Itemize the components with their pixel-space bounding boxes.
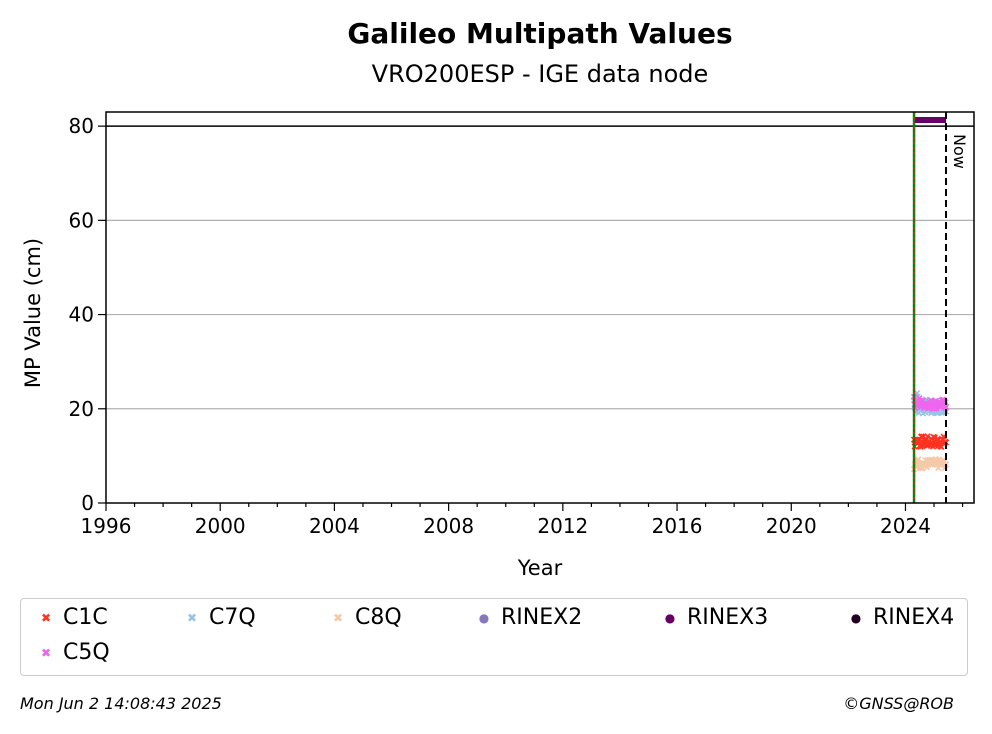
- x-tick-label: 2024: [880, 514, 931, 538]
- legend-label: C1C: [63, 605, 108, 630]
- chart-title: Galileo Multipath Values: [347, 17, 732, 50]
- data-point-c5q: [928, 397, 935, 404]
- x-tick-label: 2000: [195, 514, 246, 538]
- legend-item-rinex4: ● RINEX4: [845, 605, 954, 630]
- data-point-c1c: [924, 433, 931, 440]
- x-marker-icon: ✖: [40, 645, 52, 660]
- y-tick-label: 80: [69, 114, 94, 138]
- x-marker-icon: ✖: [332, 610, 344, 625]
- x-axis-label: Year: [517, 556, 563, 580]
- dot-marker-icon: ●: [850, 610, 862, 625]
- now-label: Now: [950, 134, 969, 169]
- legend-item-rinex3: ● RINEX3: [659, 605, 768, 630]
- legend-label: C7Q: [209, 605, 256, 630]
- timestamp: Mon Jun 2 14:08:43 2025: [20, 694, 222, 713]
- legend-item-c8q: ✖ C8Q: [327, 605, 402, 630]
- credit: ©GNSS@ROB: [843, 694, 954, 713]
- legend-label: RINEX3: [687, 605, 769, 630]
- x-marker-icon: ✖: [40, 610, 52, 625]
- legend-label: RINEX4: [873, 605, 955, 630]
- legend-item-c5q: ✖ C5Q: [35, 640, 110, 665]
- dot-marker-icon: ●: [478, 610, 490, 625]
- y-tick-label: 60: [69, 208, 94, 232]
- y-tick-label: 40: [69, 303, 94, 327]
- chart-subtitle: VRO200ESP - IGE data node: [372, 60, 709, 88]
- x-tick-label: 1996: [81, 514, 132, 538]
- x-tick-label: 2004: [309, 514, 360, 538]
- x-tick-label: 2012: [537, 514, 588, 538]
- y-axis-label: MP Value (cm): [21, 238, 45, 388]
- legend-label: C5Q: [63, 640, 110, 665]
- legend-item-c7q: ✖ C7Q: [181, 605, 256, 630]
- legend-label: RINEX2: [501, 605, 583, 630]
- x-tick-label: 2020: [766, 514, 817, 538]
- x-marker-icon: ✖: [186, 610, 198, 625]
- y-tick-label: 20: [69, 397, 94, 421]
- plot-frame: [105, 111, 975, 504]
- dot-marker-icon: ●: [664, 610, 676, 625]
- data-point-c8q: [915, 456, 922, 463]
- legend-item-c1c: ✖ C1C: [35, 605, 108, 630]
- legend-item-rinex2: ● RINEX2: [473, 605, 582, 630]
- x-tick-label: 2008: [423, 514, 474, 538]
- y-tick-label: 0: [81, 491, 94, 515]
- legend: ✖ C1C ✖ C7Q ✖ C8Q ● RINEX2 ● RINEX3 ● RI…: [20, 598, 968, 676]
- legend-label: C8Q: [355, 605, 402, 630]
- x-tick-label: 2016: [652, 514, 703, 538]
- data-point-c5q: [942, 403, 950, 410]
